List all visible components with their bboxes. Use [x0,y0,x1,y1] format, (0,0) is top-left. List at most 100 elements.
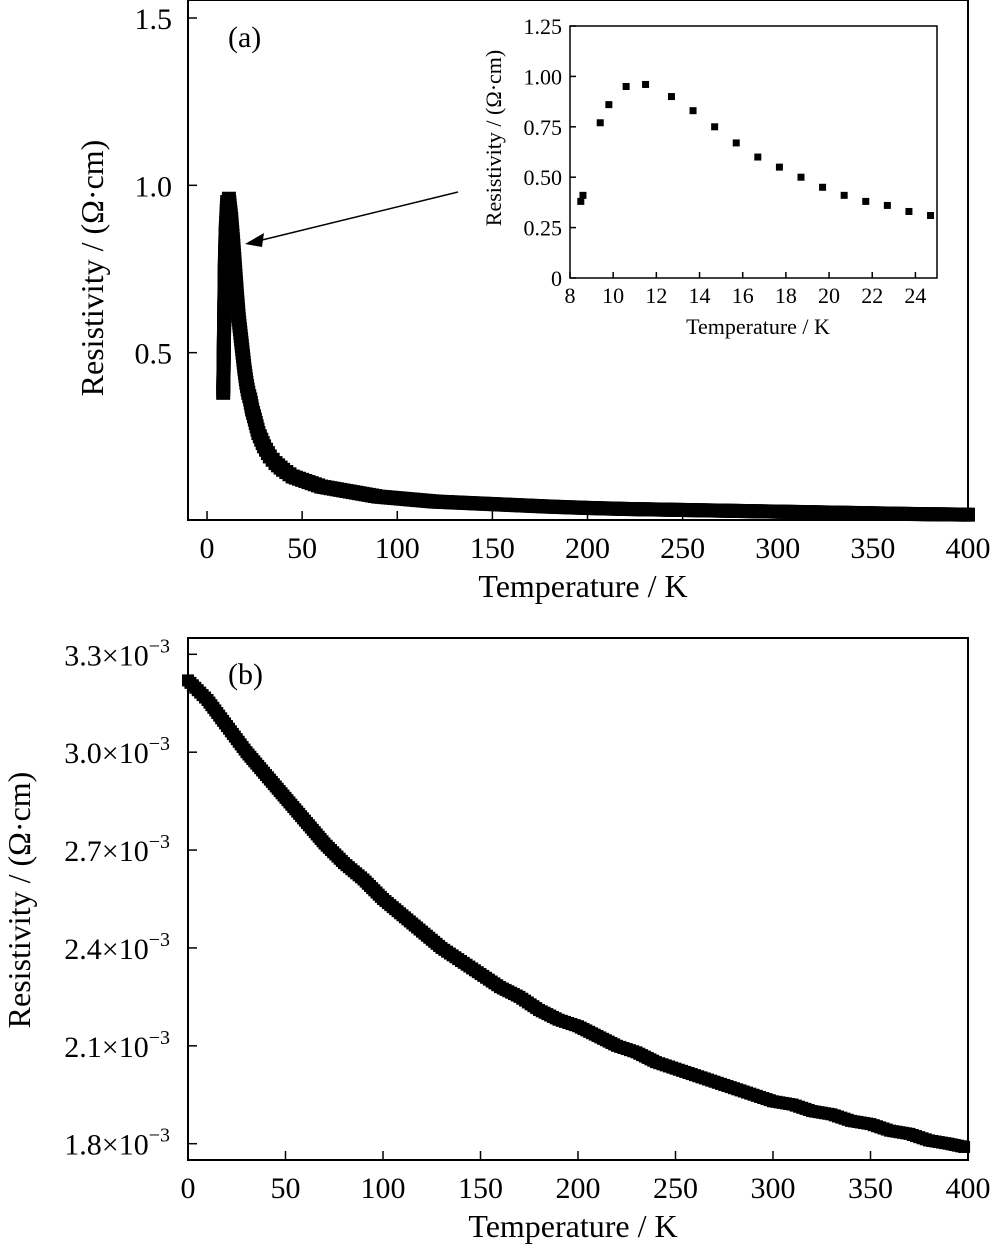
inset-data-point [862,197,870,205]
panel-a-x-tick-label: 400 [946,532,991,565]
panel-b-y-tick-label: 3.3×10−3 [64,635,170,672]
panel-a-y-tick-label: 0.5 [135,338,173,371]
inset-y-tick-label: 1.25 [524,14,563,39]
inset-x-axis-label: Temperature / K [686,314,830,339]
panel-b-x-tick-label: 50 [271,1172,301,1205]
inset-data-point [840,191,848,199]
panel-b-y-tick-label: 3.0×10−3 [64,733,170,770]
panel-b-data-point [958,1140,971,1153]
tick-exponent: −3 [149,1027,170,1049]
tick-exponent: −3 [149,635,170,657]
panel-b: 0 50 100 150 200 250 300 350 400 1.8×10−32.1×10−… [1,635,991,1244]
panel-a-x-tick-label: 100 [375,532,420,565]
inset-y-tick-label: 0 [551,266,562,291]
panel-b-y-ticks: 1.8×10−32.1×10−32.4×10−32.7×10−33.0×10−3… [64,635,197,1162]
panel-b-x-tick-label: 350 [848,1172,893,1205]
panel-b-series [182,674,971,1153]
panel-a-x-ticks: 0 50 100 150 200 250 300 350 400 [200,511,991,565]
inset-x-ticks: 8 10 12 14 16 18 20 22 24 [565,272,926,308]
panel-b-frame [187,637,969,1161]
panel-a-x-axis-label: Temperature / K [478,568,687,604]
inset-data-point [577,197,585,205]
inset-y-tick-label: 0.75 [524,115,563,140]
panel-a-x-tick-label: 150 [470,532,515,565]
inset-data-point [905,207,913,215]
inset-data-point [622,82,630,90]
panel-a-x-tick-label: 250 [660,532,705,565]
tick-mantissa: 3.0×10 [64,737,148,770]
inset-x-tick-label: 18 [775,283,797,308]
tick-exponent: −3 [149,929,170,951]
panel-b-x-tick-label: 0 [181,1172,196,1205]
tick-mantissa: 2.4×10 [64,933,148,966]
inset-y-tick-label: 0.25 [524,216,563,241]
panel-a-x-tick-label: 50 [287,532,317,565]
panel-b-x-tick-label: 200 [556,1172,601,1205]
tick-exponent: −3 [149,831,170,853]
panel-a-frame [187,0,969,521]
panel-b-x-tick-label: 250 [653,1172,698,1205]
inset-x-tick-label: 24 [904,283,926,308]
inset-panel: 8 10 12 14 16 18 20 22 24 00.250.500.751.001.25 … [481,14,938,339]
inset-y-tick-label: 0.50 [524,165,563,190]
inset-data-point [927,212,935,220]
inset-data-point [667,93,675,101]
inset-data-point [596,119,604,127]
panel-a-data-point [961,507,975,522]
inset-frame [569,25,938,279]
inset-data-point [754,153,762,161]
panel-a-x-tick-label: 350 [850,532,895,565]
panel-b-y-tick-label: 2.1×10−3 [64,1027,170,1064]
panel-a-series [216,191,975,522]
inset-x-tick-label: 16 [732,283,754,308]
panel-b-y-axis-label: Resistivity / (Ω·cm) [1,772,37,1029]
inset-y-axis-label: Resistivity / (Ω·cm) [481,50,506,226]
panel-a-label: (a) [228,21,261,54]
panel-a: 0 50 100 150 200 250 300 350 400 0.51.01.5 (a) T… [74,0,991,604]
panel-b-y-tick-label: 2.4×10−3 [64,929,170,966]
inset-y-tick-label: 1.00 [524,64,563,89]
inset-x-tick-label: 8 [565,283,576,308]
panel-a-y-tick-label: 1.5 [135,3,173,36]
inset-data-point [732,139,740,147]
tick-mantissa: 2.7×10 [64,835,148,868]
inset-data-point [775,163,783,171]
panel-b-y-tick-label: 1.8×10−3 [64,1125,170,1162]
inset-series [577,80,935,220]
inset-y-ticks: 0 0.25 0.50 0.75 1.00 1.25 [524,14,576,291]
panel-b-x-tick-label: 150 [458,1172,503,1205]
tick-exponent: −3 [149,733,170,755]
tick-mantissa: 3.3×10 [64,639,148,672]
inset-data-point [797,173,805,181]
panel-a-x-tick-label: 200 [565,532,610,565]
panel-a-y-ticks: 0.5 1.0 1.5 [135,3,197,371]
inset-x-tick-label: 14 [689,283,711,308]
tick-exponent: −3 [149,1125,170,1147]
inset-data-point [605,101,613,109]
panel-b-label: (b) [228,658,263,691]
panel-a-y-axis-label: Resistivity / (Ω·cm) [74,140,110,397]
panel-a-x-tick-label: 300 [755,532,800,565]
inset-data-point [819,183,827,191]
inset-data-point [579,191,587,199]
annotation-arrow [245,191,459,247]
panel-b-x-tick-label: 400 [946,1172,991,1205]
inset-data-point [883,201,891,209]
inset-x-tick-label: 22 [861,283,883,308]
panel-a-x-tick-label: 0 [200,532,215,565]
panel-b-x-ticks: 0 50 100 150 200 250 300 350 400 [181,1151,991,1205]
panel-b-x-tick-label: 100 [361,1172,406,1205]
inset-data-point [711,123,719,131]
panel-b-x-tick-label: 300 [751,1172,796,1205]
tick-mantissa: 1.8×10 [64,1129,148,1162]
tick-mantissa: 2.1×10 [64,1031,148,1064]
inset-data-point [689,107,697,115]
panel-b-x-axis-label: Temperature / K [468,1208,677,1244]
inset-x-tick-label: 20 [818,283,840,308]
panel-a-y-tick-label: 1.0 [135,170,173,203]
inset-data-point [642,80,650,88]
inset-x-tick-label: 10 [602,283,624,308]
inset-x-tick-label: 12 [645,283,667,308]
panel-b-y-tick-label: 2.7×10−3 [64,831,170,868]
